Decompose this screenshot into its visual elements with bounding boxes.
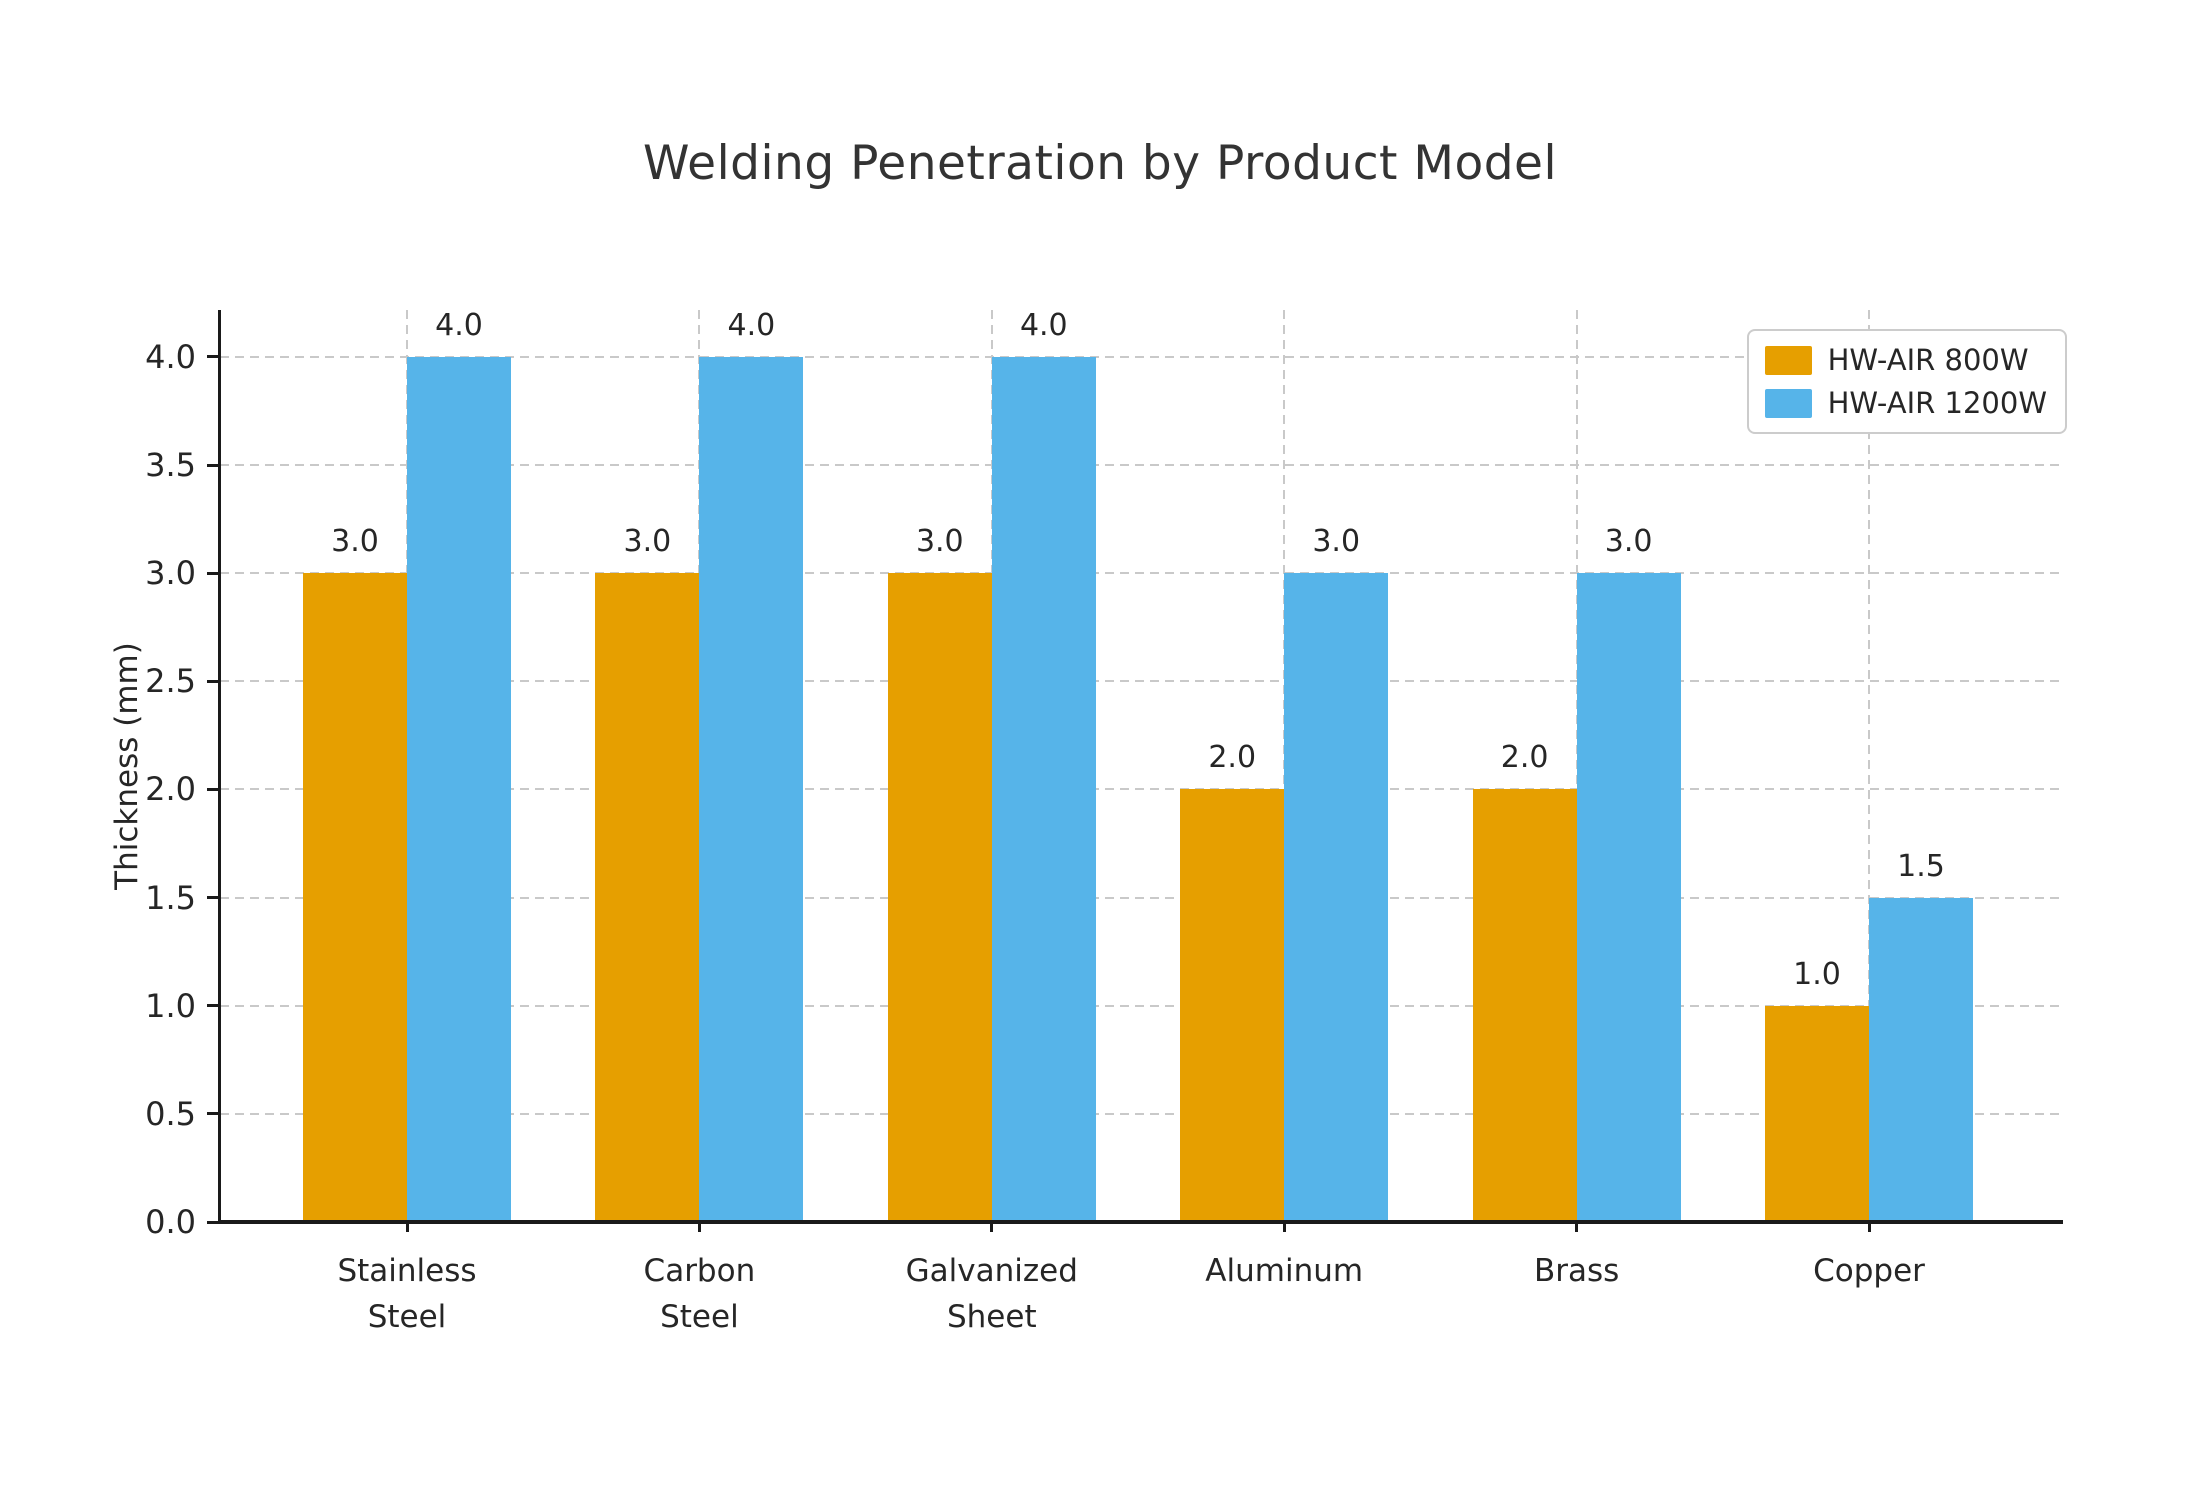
y-tick-label: 4.0 xyxy=(145,337,196,376)
gridline-horizontal xyxy=(220,1112,2063,1115)
y-tick-mark xyxy=(207,787,220,791)
bar-value-label: 3.0 xyxy=(623,524,672,560)
bar-value-label: 1.0 xyxy=(1793,956,1841,992)
gridline-vertical xyxy=(1868,310,1870,1222)
bar-value-label: 3.0 xyxy=(331,524,379,560)
y-tick-label: 2.0 xyxy=(145,770,196,809)
bar-hw-air-1200w-carbon-steel xyxy=(699,356,804,1222)
y-tick-mark xyxy=(207,896,220,900)
x-category-label: Stainless Steel xyxy=(337,1253,477,1335)
bar-value-label: 3.0 xyxy=(1604,524,1653,560)
gridline-horizontal xyxy=(220,680,2063,683)
bar-hw-air-800w-carbon-steel xyxy=(595,573,700,1222)
y-tick-label: 1.5 xyxy=(145,878,196,917)
x-tick-mark xyxy=(1282,1222,1286,1232)
chart-title: Welding Penetration by Product Model xyxy=(642,136,1558,191)
x-axis-spine xyxy=(218,1220,2063,1224)
y-tick-mark xyxy=(207,1220,220,1224)
legend-label-hw-air-800w: HW-AIR 800W xyxy=(1827,343,2029,377)
legend-item-hw-air-800w: HW-AIR 800W xyxy=(1764,343,2047,377)
bar-hw-air-800w-brass xyxy=(1472,789,1577,1222)
bar-value-label: 2.0 xyxy=(1208,740,1257,776)
bar-hw-air-800w-copper xyxy=(1765,1005,1869,1222)
y-tick-mark xyxy=(207,463,220,467)
legend-swatch-hw-air-800w xyxy=(1764,345,1812,375)
bar-value-label: 4.0 xyxy=(435,307,483,343)
bar-value-label: 3.0 xyxy=(915,524,964,560)
x-category-label: Brass xyxy=(1533,1253,1620,1289)
gridline-horizontal xyxy=(220,788,2063,791)
legend-item-hw-air-1200w: HW-AIR 1200W xyxy=(1764,386,2047,420)
x-tick-mark xyxy=(405,1222,409,1232)
bar-value-label: 4.0 xyxy=(1019,307,1068,343)
gridline-horizontal xyxy=(220,355,2063,358)
y-tick-mark xyxy=(207,355,220,359)
gridline-horizontal xyxy=(220,572,2063,575)
plot-area: 3.0 3.0 3.0 2.0 2.0 1.0 4.0 4.0 4.0 3.0 3.0 1.5 0.0… xyxy=(145,307,2063,1335)
gridline-horizontal xyxy=(220,464,2063,467)
bar-hw-air-1200w-aluminum xyxy=(1284,573,1389,1222)
x-category-label: Copper xyxy=(1813,1253,1925,1289)
bar-value-label: 1.5 xyxy=(1897,848,1945,884)
legend-swatch-hw-air-1200w xyxy=(1764,388,1812,418)
bar-hw-air-800w-galvanized-sheet xyxy=(887,573,992,1222)
bar-value-label: 3.0 xyxy=(1312,524,1361,560)
y-tick-label: 0.0 xyxy=(145,1203,196,1241)
x-tick-mark xyxy=(1575,1222,1579,1232)
x-category-label: Galvanized Sheet xyxy=(905,1253,1078,1335)
gridline-horizontal xyxy=(220,1004,2063,1007)
y-tick-mark xyxy=(207,571,220,575)
x-tick-mark xyxy=(990,1222,994,1232)
bars-layer: 3.0 3.0 3.0 2.0 2.0 1.0 4.0 4.0 4.0 3.0 3.0 1.5 xyxy=(220,307,2063,1222)
axis-layer xyxy=(218,310,2063,1224)
y-tick-mark xyxy=(207,1004,220,1008)
y-tick-label: 3.5 xyxy=(145,446,196,485)
y-tick-label: 0.5 xyxy=(145,1094,196,1133)
y-tick-label: 2.5 xyxy=(145,662,196,701)
bar-hw-air-800w-stainless-steel xyxy=(303,573,407,1222)
bar-hw-air-1200w-copper xyxy=(1869,897,1973,1222)
x-category-label: Aluminum xyxy=(1205,1253,1364,1289)
legend: HW-AIR 800W HW-AIR 1200W xyxy=(1746,329,2067,434)
bar-value-label: 2.0 xyxy=(1500,740,1549,776)
bar-hw-air-1200w-brass xyxy=(1576,573,1681,1222)
x-tick-mark xyxy=(697,1222,701,1232)
x-tick-mark xyxy=(1867,1222,1871,1232)
y-tick-mark xyxy=(207,679,220,683)
y-axis-label: Thickness (mm) xyxy=(109,642,145,890)
bar-value-label: 4.0 xyxy=(727,307,776,343)
y-tick-label: 3.0 xyxy=(145,554,196,593)
y-axis-spine xyxy=(218,310,221,1222)
ticks-layer: 0.0 0.5 1.0 1.5 2.0 2.5 3.0 3.5 4.0 Stainless Stee… xyxy=(145,310,2063,1335)
x-category-label: Carbon Steel xyxy=(643,1253,756,1335)
y-tick-label: 1.0 xyxy=(145,986,196,1025)
bar-hw-air-1200w-stainless-steel xyxy=(407,356,511,1222)
bar-hw-air-1200w-galvanized-sheet xyxy=(991,356,1096,1222)
legend-label-hw-air-1200w: HW-AIR 1200W xyxy=(1827,386,2047,420)
bar-hw-air-800w-aluminum xyxy=(1180,789,1285,1222)
gridline-horizontal xyxy=(220,896,2063,899)
y-tick-mark xyxy=(207,1112,220,1116)
